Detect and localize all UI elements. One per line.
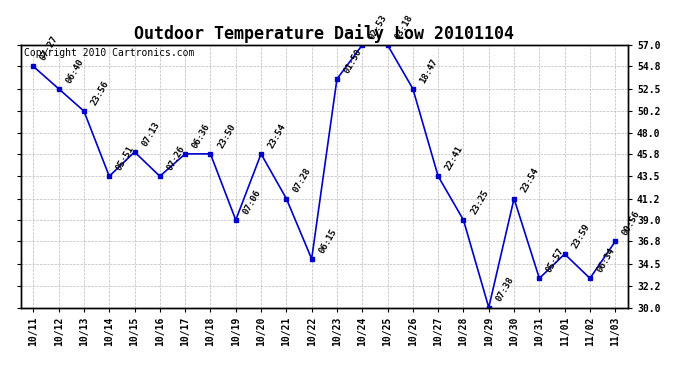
Title: Outdoor Temperature Daily Low 20101104: Outdoor Temperature Daily Low 20101104 bbox=[135, 24, 514, 44]
Text: 23:59: 23:59 bbox=[570, 222, 591, 250]
Text: 07:27: 07:27 bbox=[39, 34, 60, 62]
Text: 01:50: 01:50 bbox=[342, 47, 364, 75]
Text: 07:26: 07:26 bbox=[166, 144, 186, 172]
Text: 23:54: 23:54 bbox=[520, 166, 541, 195]
Text: 00:56: 00:56 bbox=[621, 210, 642, 237]
Text: 07:06: 07:06 bbox=[241, 188, 262, 216]
Text: 06:15: 06:15 bbox=[317, 227, 338, 255]
Text: 06:36: 06:36 bbox=[190, 122, 212, 150]
Text: Copyright 2010 Cartronics.com: Copyright 2010 Cartronics.com bbox=[23, 48, 194, 58]
Text: 07:38: 07:38 bbox=[494, 276, 515, 303]
Text: 23:25: 23:25 bbox=[469, 188, 490, 216]
Text: 03:18: 03:18 bbox=[393, 13, 414, 41]
Text: 07:13: 07:13 bbox=[140, 120, 161, 148]
Text: 02:53: 02:53 bbox=[368, 13, 389, 41]
Text: 23:50: 23:50 bbox=[216, 122, 237, 150]
Text: 07:28: 07:28 bbox=[292, 166, 313, 195]
Text: 23:54: 23:54 bbox=[266, 122, 288, 150]
Text: 05:51: 05:51 bbox=[115, 144, 136, 172]
Text: 18:47: 18:47 bbox=[418, 57, 440, 85]
Text: 23:56: 23:56 bbox=[90, 79, 110, 107]
Text: 05:57: 05:57 bbox=[545, 246, 566, 274]
Text: 06:34: 06:34 bbox=[595, 246, 617, 274]
Text: 06:40: 06:40 bbox=[64, 57, 86, 85]
Text: 22:41: 22:41 bbox=[444, 144, 465, 172]
